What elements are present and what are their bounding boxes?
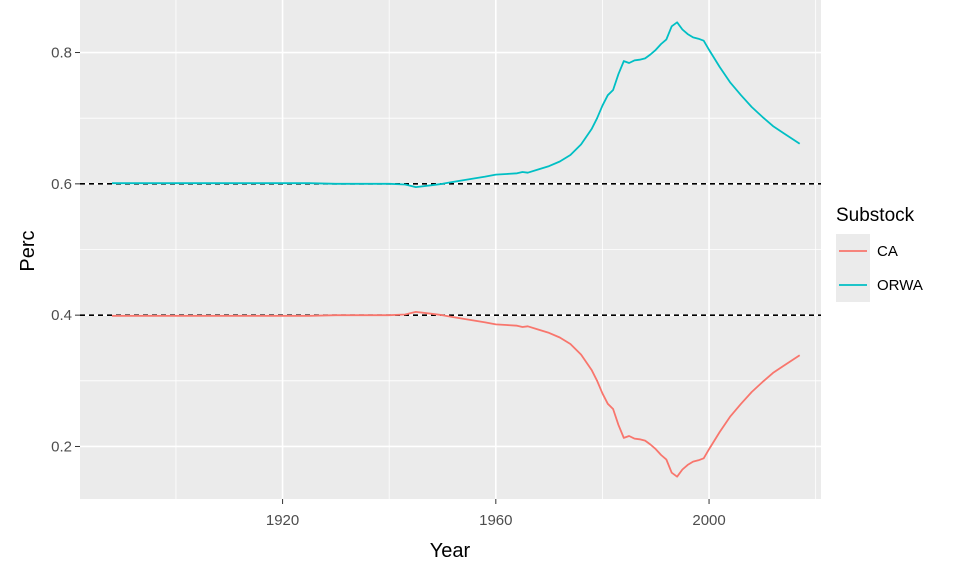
- x-tick-label: 1960: [479, 512, 512, 529]
- y-tick-label: 0.8: [51, 45, 72, 62]
- x-tick-label: 1920: [266, 512, 299, 529]
- legend-title: Substock: [836, 205, 915, 226]
- series-lines: [112, 21, 801, 478]
- major-gridlines: [80, 0, 821, 499]
- legend-items: CA ORWA: [836, 234, 923, 302]
- series-line-orwa: [112, 21, 801, 189]
- reference-lines: [80, 183, 821, 316]
- legend-label-ca: CA: [877, 243, 898, 260]
- minor-gridlines: [80, 0, 821, 499]
- x-tick-label: 2000: [692, 512, 725, 529]
- x-axis: 1920 1960 2000: [266, 499, 726, 529]
- legend: Substock CA ORWA: [836, 205, 923, 302]
- y-axis-title: Perc: [17, 230, 39, 271]
- series-line-ca: [112, 310, 801, 478]
- x-axis-title: Year: [430, 540, 471, 562]
- y-axis: 0.2 0.4 0.6 0.8: [51, 45, 80, 455]
- y-tick-label: 0.6: [51, 176, 72, 193]
- legend-label-orwa: ORWA: [877, 277, 923, 294]
- y-tick-label: 0.4: [51, 307, 72, 324]
- y-tick-label: 0.2: [51, 438, 72, 455]
